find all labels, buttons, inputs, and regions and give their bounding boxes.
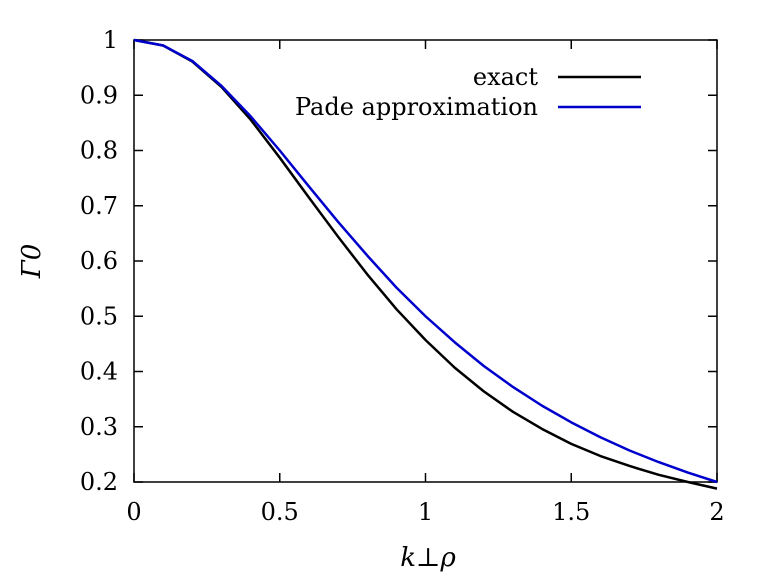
x-tick-label: 0.5	[261, 498, 299, 526]
tick-labels: 0 0.5 1 1.5 2 0.2 0.3 0.4 0.5 0.6 0.7 0.8 0.9 1	[80, 26, 725, 526]
legend: exact Pade approximation	[295, 63, 641, 121]
y-tick-label: 0.4	[80, 358, 118, 386]
x-tick-label: 2	[709, 498, 724, 526]
x-tick-label: 0	[126, 498, 141, 526]
legend-label-exact: exact	[473, 63, 538, 91]
y-tick-label: 0.2	[80, 468, 118, 496]
y-tick-label: 0.3	[80, 413, 118, 441]
x-tick-label: 1.5	[552, 498, 590, 526]
y-axis-title: Γ0	[17, 244, 47, 280]
x-tick-label: 1	[418, 498, 433, 526]
y-tick-label: 0.5	[80, 302, 118, 330]
legend-label-pade: Pade approximation	[295, 93, 538, 121]
y-tick-label: 1	[103, 26, 118, 54]
y-tick-label: 0.6	[80, 247, 118, 275]
series-line-pade	[133, 38, 718, 484]
y-tick-label: 0.8	[80, 137, 118, 165]
y-tick-label: 0.7	[80, 192, 118, 220]
series-lines	[133, 38, 718, 490]
series-line-exact	[133, 38, 718, 490]
x-axis-title: k⊥ρ	[400, 543, 456, 573]
y-tick-label: 0.9	[80, 81, 118, 109]
